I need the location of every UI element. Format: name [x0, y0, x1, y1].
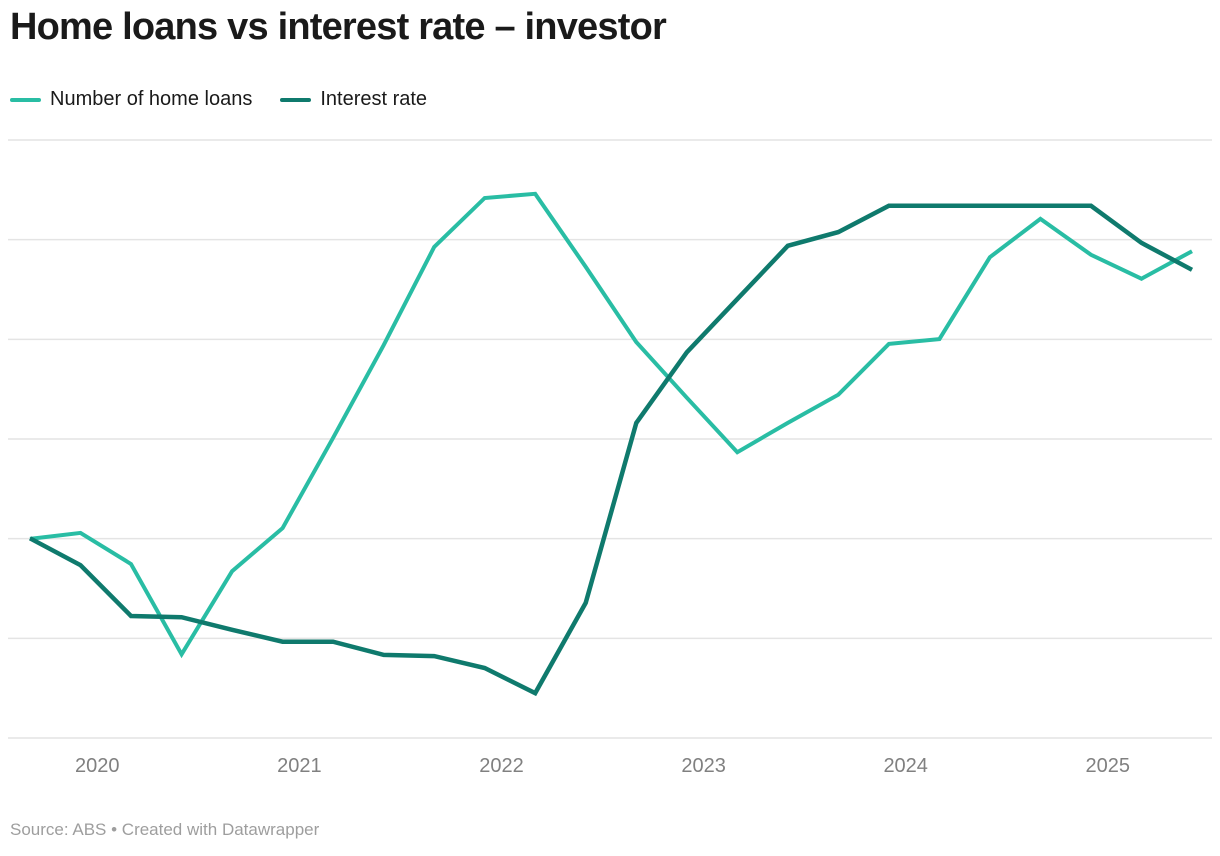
number-of-home-loans-line: [29, 191, 1193, 659]
legend-item-home-loans: Number of home loans: [10, 88, 252, 111]
chart-title: Home loans vs interest rate – investor: [10, 6, 667, 48]
legend: Number of home loans Interest rate: [10, 88, 427, 111]
x-axis-label-2020: 2020: [75, 755, 120, 777]
x-axis-label-2022: 2022: [479, 755, 524, 777]
source-attribution: Source: ABS • Created with Datawrapper: [10, 820, 320, 839]
gridlines: [8, 139, 1212, 739]
legend-label-home-loans: Number of home loans: [50, 88, 253, 110]
x-axis-label-2021: 2021: [277, 755, 322, 777]
x-axis-label-2023: 2023: [681, 755, 726, 777]
x-axis-label-2024: 2024: [883, 755, 928, 777]
x-axis-labels: 2020 2021 2022 2023 2024 2025: [75, 755, 1130, 777]
x-axis-label-2025: 2025: [1086, 755, 1131, 777]
legend-swatch-interest-rate-icon: [280, 97, 312, 102]
legend-label-interest-rate: Interest rate: [320, 88, 428, 110]
legend-item-interest-rate: Interest rate: [280, 88, 427, 111]
line-chart-plot-area: 2020 2021 2022 2023 2024 2025: [8, 139, 1212, 777]
interest-rate-line: [28, 203, 1194, 697]
legend-swatch-home-loans-icon: [10, 97, 41, 102]
